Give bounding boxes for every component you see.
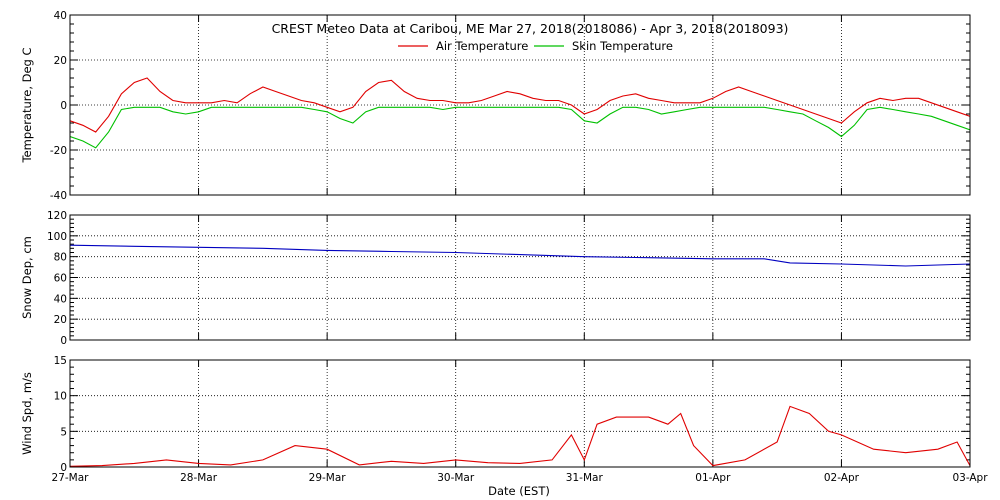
y-tick-label: 60 bbox=[54, 273, 67, 285]
x-tick-label: 03-Apr bbox=[952, 472, 988, 484]
x-tick-label: 30-Mar bbox=[437, 472, 475, 484]
y-tick-label: 80 bbox=[54, 252, 67, 264]
x-tick-label: 28-Mar bbox=[180, 472, 218, 484]
y-tick-label: -40 bbox=[50, 190, 67, 202]
y-tick-label: 20 bbox=[54, 55, 67, 67]
y-tick-label: 40 bbox=[54, 10, 67, 22]
legend: Air Temperature Skin Temperature bbox=[398, 39, 673, 53]
panel-frame bbox=[69, 214, 971, 341]
x-axis-label: Date (EST) bbox=[488, 484, 550, 498]
x-tick-label: 27-Mar bbox=[52, 472, 90, 484]
chart-title: CREST Meteo Data at Caribou, ME Mar 27, … bbox=[272, 21, 789, 36]
series-line-1-1 bbox=[70, 77, 970, 133]
panel-2: 0 20 40 60 80 100 120 Snow Dep, cm bbox=[20, 210, 971, 347]
series-line-3-1 bbox=[70, 405, 970, 467]
y-axis-label: Temperature, Deg C bbox=[20, 47, 34, 163]
y-tick-label: 40 bbox=[54, 293, 67, 305]
y-axis-label: Snow Dep, cm bbox=[20, 236, 34, 319]
series-line-1-2 bbox=[70, 106, 970, 149]
y-tick-label: 5 bbox=[60, 426, 67, 438]
panel-3: 0 5 10 15 Wind Spd, m/s bbox=[20, 355, 971, 474]
x-tick-label: 31-Mar bbox=[566, 472, 604, 484]
y-tick-label: 0 bbox=[60, 462, 67, 474]
y-tick-label: 20 bbox=[54, 314, 67, 326]
y-tick-label: 120 bbox=[47, 210, 67, 222]
x-tick-label: 29-Mar bbox=[309, 472, 347, 484]
y-tick-label: 100 bbox=[47, 231, 67, 243]
y-tick-label: 0 bbox=[60, 335, 67, 347]
series-line-2-1 bbox=[70, 244, 970, 267]
legend-label: Skin Temperature bbox=[572, 39, 673, 53]
panel-frame bbox=[69, 359, 971, 468]
y-tick-label: 15 bbox=[54, 355, 67, 367]
x-tick-label: 01-Apr bbox=[695, 472, 731, 484]
y-tick-label: 10 bbox=[54, 391, 67, 403]
panel-frame bbox=[69, 14, 971, 196]
y-axis-label: Wind Spd, m/s bbox=[20, 372, 34, 455]
y-tick-label: 0 bbox=[60, 100, 67, 112]
chart-panels: -40 -20 0 20 40 Temperature, Deg C 0 20 40 60 80 10… bbox=[20, 10, 988, 484]
legend-label: Air Temperature bbox=[436, 39, 528, 53]
y-tick-label: -20 bbox=[50, 145, 67, 157]
panel-1: -40 -20 0 20 40 Temperature, Deg C bbox=[20, 10, 971, 202]
x-tick-label: 02-Apr bbox=[824, 472, 860, 484]
